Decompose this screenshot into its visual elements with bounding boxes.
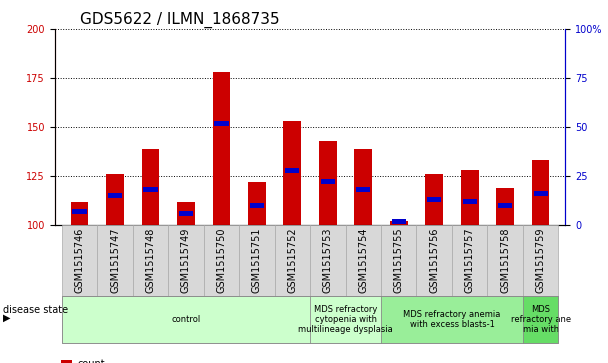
Text: ▶: ▶ <box>3 313 10 323</box>
Text: GSM1515747: GSM1515747 <box>110 228 120 293</box>
Bar <box>214 121 229 126</box>
Text: MDS refractory anemia
with excess blasts-1: MDS refractory anemia with excess blasts… <box>403 310 500 329</box>
Bar <box>250 203 264 208</box>
Bar <box>283 121 301 225</box>
Bar <box>72 209 86 214</box>
Bar <box>498 203 512 208</box>
Text: GSM1515753: GSM1515753 <box>323 228 333 293</box>
Text: GSM1515754: GSM1515754 <box>358 228 368 293</box>
Bar <box>285 168 299 173</box>
Text: GDS5622 / ILMN_1868735: GDS5622 / ILMN_1868735 <box>80 12 280 28</box>
Text: count: count <box>78 359 105 363</box>
Text: GSM1515750: GSM1515750 <box>216 228 226 293</box>
Bar <box>354 148 372 225</box>
Bar <box>426 174 443 225</box>
Bar <box>142 148 159 225</box>
Text: GSM1515757: GSM1515757 <box>465 228 475 293</box>
Bar <box>496 188 514 225</box>
Bar <box>213 72 230 225</box>
Bar <box>463 199 477 204</box>
Bar <box>532 160 550 225</box>
Text: GSM1515748: GSM1515748 <box>145 228 156 293</box>
Text: GSM1515758: GSM1515758 <box>500 228 510 293</box>
Text: control: control <box>171 315 201 324</box>
Text: GSM1515749: GSM1515749 <box>181 228 191 293</box>
Text: GSM1515756: GSM1515756 <box>429 228 439 293</box>
Bar <box>321 179 335 184</box>
Bar <box>248 182 266 225</box>
Text: GSM1515755: GSM1515755 <box>394 228 404 293</box>
Text: GSM1515746: GSM1515746 <box>75 228 85 293</box>
Bar <box>106 174 124 225</box>
Text: MDS
refractory ane
mia with: MDS refractory ane mia with <box>511 305 571 334</box>
Text: GSM1515759: GSM1515759 <box>536 228 545 293</box>
Text: MDS refractory
cytopenia with
multilineage dysplasia: MDS refractory cytopenia with multilinea… <box>298 305 393 334</box>
Bar <box>177 201 195 225</box>
Bar <box>71 201 88 225</box>
Bar <box>179 211 193 216</box>
Text: GSM1515752: GSM1515752 <box>288 228 297 293</box>
Text: disease state: disease state <box>3 305 68 315</box>
Bar <box>108 193 122 198</box>
Bar <box>390 221 407 225</box>
Bar <box>392 219 406 224</box>
Bar <box>319 141 337 225</box>
Bar <box>356 187 370 192</box>
Text: GSM1515751: GSM1515751 <box>252 228 262 293</box>
Bar <box>461 170 478 225</box>
Bar <box>534 191 548 196</box>
Bar <box>427 197 441 202</box>
Bar <box>143 187 157 192</box>
